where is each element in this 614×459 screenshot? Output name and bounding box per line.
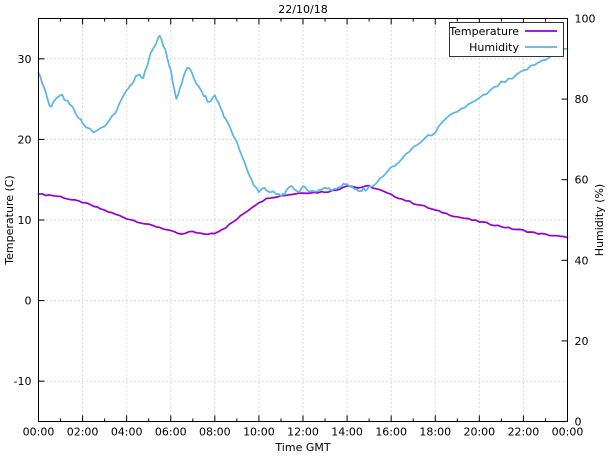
y-left-tick-label: -10 [14, 375, 32, 388]
x-tick-label: 08:00 [199, 426, 231, 439]
axis-ticks [38, 18, 568, 422]
x-tick-label: 00:00 [552, 426, 584, 439]
x-tick-label: 04:00 [111, 426, 143, 439]
legend-label-temperature: Temperature [448, 25, 519, 38]
x-tick-label: 02:00 [67, 426, 99, 439]
x-tick-label: 10:00 [243, 426, 275, 439]
y-left-tick-labels: -10 0 10 20 30 [14, 53, 32, 388]
y-right-tick-label: 0 [575, 416, 582, 429]
x-axis-label: Time GMT [274, 441, 330, 454]
y-right-tick-labels: 0 20 40 60 80 100 [575, 13, 596, 429]
x-tick-label: 18:00 [419, 426, 451, 439]
y-left-tick-label: 0 [25, 295, 32, 308]
chart-title: 22/10/18 [278, 3, 327, 16]
x-tick-label: 22:00 [508, 426, 540, 439]
x-tick-label: 06:00 [155, 426, 187, 439]
y-left-tick-label: 20 [18, 133, 32, 146]
y-right-tick-label: 20 [575, 335, 589, 348]
x-tick-label: 16:00 [375, 426, 407, 439]
y-right-tick-label: 60 [575, 174, 589, 187]
legend: Temperature Humidity [448, 22, 564, 57]
temperature-line [37, 184, 569, 239]
y-left-tick-label: 30 [18, 53, 32, 66]
y-axis-label-left: Temperature (C) [3, 175, 16, 265]
y-right-tick-label: 40 [575, 254, 589, 267]
series-lines [37, 34, 569, 239]
x-tick-label: 14:00 [331, 426, 363, 439]
grid-lines [38, 18, 568, 422]
x-tick-label: 00:00 [23, 426, 55, 439]
y-left-tick-label: 10 [18, 214, 32, 227]
legend-label-humidity: Humidity [469, 41, 519, 54]
x-tick-label: 20:00 [463, 426, 495, 439]
y-right-tick-label: 100 [575, 13, 596, 26]
y-axis-label-right: Humidity (%) [593, 184, 606, 256]
y-right-tick-label: 80 [575, 93, 589, 106]
humidity-line [37, 34, 569, 198]
legend-box [449, 22, 564, 57]
x-tick-labels: 00:00 02:00 04:00 06:00 08:00 10:00 12:00 14:00… [23, 426, 584, 439]
x-tick-label: 12:00 [287, 426, 319, 439]
